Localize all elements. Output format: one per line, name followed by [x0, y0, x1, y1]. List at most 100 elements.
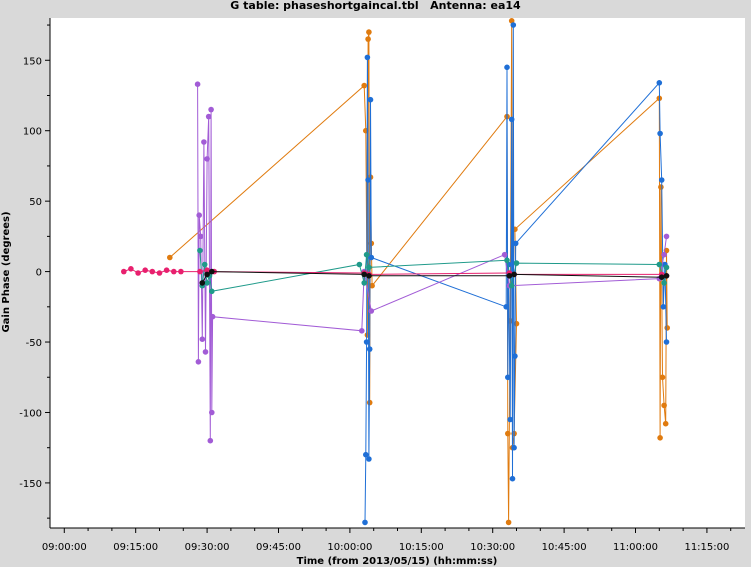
data-point	[207, 437, 214, 444]
data-point	[505, 374, 511, 381]
data-point	[656, 261, 663, 268]
chart-title: G table: phaseshortgaincal.tbl Antenna: …	[0, 0, 751, 16]
x-tick-label: 09:30:00	[185, 542, 230, 553]
y-tick-label: -100	[19, 408, 42, 419]
data-point	[662, 420, 669, 427]
data-point	[512, 353, 518, 359]
data-point	[209, 268, 215, 275]
data-point	[663, 273, 670, 279]
data-point	[201, 261, 208, 268]
data-point	[508, 18, 515, 24]
data-point	[663, 339, 670, 345]
data-point	[513, 320, 520, 327]
data-point	[366, 456, 372, 462]
series-teal	[197, 247, 670, 295]
data-point	[199, 280, 206, 286]
data-point	[202, 349, 209, 355]
data-point	[508, 282, 515, 289]
y-axis-label: Gain Phase (degrees)	[1, 211, 12, 332]
data-point	[512, 240, 519, 247]
data-point	[204, 271, 210, 278]
data-point	[505, 519, 512, 526]
data-point	[209, 409, 215, 416]
chart-title-text: G table: phaseshortgaincal.tbl	[230, 0, 419, 12]
data-point	[508, 116, 515, 123]
x-tick-label: 10:00:00	[327, 542, 372, 553]
data-point	[199, 336, 206, 343]
x-tick-label: 10:30:00	[470, 542, 515, 553]
axes-layer: -150 -100 -50 0 50 100 150 09:00:00 09:15:00 09:3…	[19, 18, 745, 553]
data-point	[156, 270, 163, 276]
x-tick-label: 11:00:00	[613, 542, 658, 553]
data-point	[368, 254, 375, 261]
data-point	[356, 261, 363, 268]
data-point	[364, 54, 371, 61]
x-tick-label: 09:00:00	[42, 542, 87, 553]
data-point	[197, 233, 204, 240]
x-tick-label: 11:15:00	[684, 542, 729, 553]
data-point	[204, 280, 210, 286]
data-point	[369, 282, 375, 289]
data-point	[658, 177, 665, 183]
data-point	[121, 268, 127, 275]
data-point	[660, 304, 667, 310]
data-point	[503, 304, 510, 310]
y-tick-label: 50	[29, 197, 42, 208]
data-point	[208, 106, 214, 113]
series-black	[199, 268, 670, 286]
data-point	[204, 267, 210, 274]
data-point	[366, 264, 372, 271]
data-point	[209, 313, 216, 320]
y-tick-label: 100	[23, 127, 42, 138]
data-point	[359, 328, 365, 334]
data-point	[194, 81, 201, 87]
data-point	[656, 80, 663, 86]
data-point	[657, 435, 663, 441]
data-point	[178, 268, 184, 275]
series-blue	[362, 22, 670, 526]
y-tick-label: -50	[26, 338, 42, 349]
data-point	[511, 271, 517, 278]
data-point	[367, 96, 374, 103]
data-point	[506, 273, 513, 279]
data-point	[361, 280, 368, 286]
data-point	[365, 36, 371, 42]
data-point	[167, 254, 173, 261]
data-point	[196, 212, 202, 218]
data-point	[658, 184, 664, 190]
x-axis-label: Time (from 2013/05/15) (hh:mm:ss)	[297, 556, 498, 567]
data-point	[510, 22, 517, 28]
data-point	[663, 264, 670, 271]
data-point	[366, 346, 373, 352]
data-point	[361, 82, 368, 89]
data-point	[505, 430, 511, 437]
data-point	[363, 339, 370, 345]
data-point	[171, 268, 177, 275]
data-point	[363, 451, 369, 458]
data-point	[197, 268, 203, 275]
data-point	[661, 280, 667, 286]
data-point	[504, 64, 510, 71]
x-tick-label: 10:15:00	[399, 542, 444, 553]
data-point	[663, 233, 670, 240]
data-point	[657, 130, 663, 137]
data-point	[507, 416, 513, 423]
series-layer	[121, 18, 670, 526]
data-point	[661, 251, 667, 258]
plot-background	[50, 18, 745, 528]
x-tick-label: 10:45:00	[542, 542, 587, 553]
data-point	[658, 274, 665, 281]
data-point	[163, 267, 170, 274]
data-point	[365, 177, 371, 183]
data-point	[135, 270, 141, 276]
y-tick-label: -150	[19, 479, 42, 490]
antenna-label: Antenna: ea14	[430, 0, 521, 12]
data-point	[201, 139, 207, 145]
data-point	[149, 268, 156, 275]
y-tick-label: 150	[23, 56, 42, 67]
data-point	[204, 156, 210, 162]
data-point	[366, 29, 372, 35]
data-point	[504, 257, 510, 264]
data-point	[361, 271, 368, 278]
series-line-blue	[364, 24, 667, 523]
